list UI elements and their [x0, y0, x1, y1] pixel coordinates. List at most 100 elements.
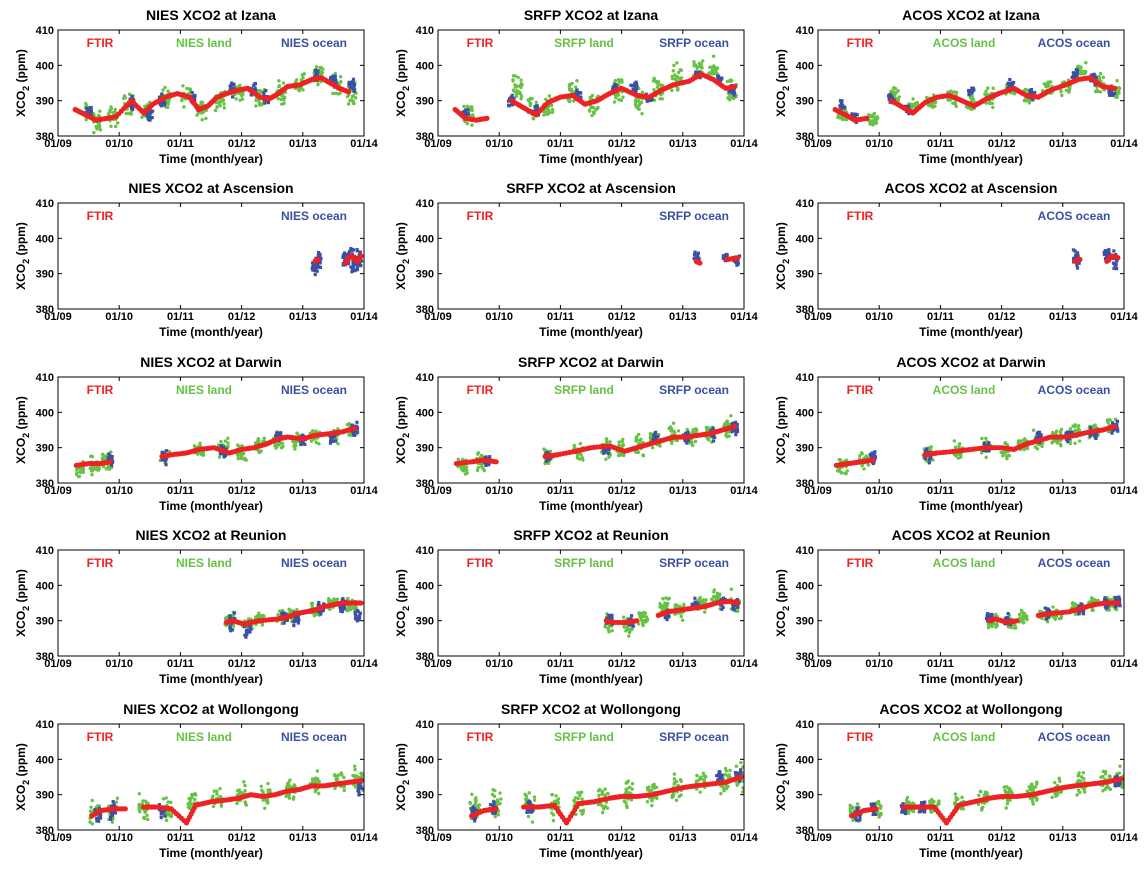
land-point — [663, 601, 667, 605]
ocean-point — [355, 249, 359, 253]
y-tick-label: 390 — [796, 443, 814, 455]
land-point — [634, 450, 638, 454]
ocean-point — [1102, 252, 1107, 257]
ocean-point — [855, 113, 859, 117]
ocean-point — [464, 108, 468, 112]
ocean-point — [229, 629, 233, 633]
ocean-point — [130, 103, 134, 107]
land-point — [217, 455, 222, 459]
y-tick-label: 390 — [416, 269, 434, 281]
y-axis-label-unit: (ppm) — [774, 396, 788, 433]
ocean-point — [282, 621, 286, 625]
ocean-point — [316, 250, 321, 255]
ocean-point — [351, 83, 356, 87]
land-point — [670, 88, 674, 93]
x-tick-label: 01/09 — [44, 485, 72, 497]
land-point — [165, 105, 170, 109]
ocean-point — [228, 616, 232, 621]
x-tick-label: 01/12 — [988, 138, 1016, 150]
land-point — [954, 90, 959, 95]
land-point — [866, 463, 871, 467]
ocean-point — [341, 263, 345, 267]
ocean-point — [229, 85, 233, 90]
ocean-point — [1115, 419, 1120, 423]
y-axis-label-sub: 2 — [21, 606, 31, 611]
land-point — [338, 91, 342, 95]
land-point — [295, 431, 299, 435]
x-tick-label: 01/14 — [1110, 485, 1138, 497]
x-tick-label: 01/11 — [547, 485, 574, 497]
ocean-point — [275, 434, 279, 439]
y-axis-label-unit: (ppm) — [14, 569, 28, 606]
ocean-point — [635, 85, 639, 89]
land-point — [664, 596, 668, 600]
land-point — [669, 429, 673, 433]
ocean-point — [696, 251, 700, 255]
land-point — [215, 105, 219, 109]
ocean-point — [653, 430, 658, 434]
y-tick-label: 400 — [36, 60, 54, 72]
ocean-point — [164, 463, 168, 467]
ocean-point — [313, 272, 317, 277]
ocean-point — [645, 99, 649, 103]
ocean-point — [854, 120, 858, 125]
land-point — [596, 105, 600, 110]
land-point — [655, 85, 660, 89]
land-point — [90, 469, 95, 473]
x-tick-label: 01/10 — [865, 311, 893, 323]
land-point — [125, 111, 130, 115]
ocean-point — [512, 97, 516, 101]
ocean-point — [350, 266, 355, 270]
land-point — [863, 455, 868, 460]
y-tick-label: 400 — [796, 407, 814, 419]
land-point — [676, 429, 681, 433]
ocean-point — [247, 624, 251, 628]
ocean-point — [315, 269, 319, 273]
ocean-point — [1092, 72, 1096, 76]
ocean-point — [147, 116, 152, 120]
ocean-point — [263, 101, 267, 105]
ocean-point — [850, 114, 855, 118]
land-point — [964, 105, 969, 109]
land-point — [709, 72, 714, 76]
y-tick-label: 380 — [416, 304, 434, 316]
ocean-point — [321, 609, 325, 613]
land-point — [639, 615, 644, 620]
land-point — [679, 68, 683, 73]
panel-title: ACOS XCO2 at Ascension — [885, 180, 1058, 196]
ocean-point — [1033, 90, 1037, 95]
land-point — [116, 121, 120, 125]
land-point — [953, 445, 958, 450]
plot-area — [832, 60, 1122, 127]
ocean-point — [985, 449, 989, 453]
land-point — [692, 60, 696, 64]
ocean-point — [711, 426, 715, 430]
ocean-point — [1105, 255, 1109, 260]
land-point — [893, 93, 897, 97]
ocean-point — [575, 91, 579, 95]
y-axis-label-sub: 2 — [21, 86, 31, 91]
land-point — [92, 130, 96, 135]
legend-ocean: ACOS ocean — [1038, 209, 1111, 223]
land-point — [952, 439, 957, 443]
ocean-point — [350, 270, 354, 274]
ocean-point — [230, 628, 235, 632]
land-point — [109, 124, 113, 129]
ftir-point — [1112, 85, 1118, 91]
land-point — [276, 613, 280, 617]
ocean-point — [693, 596, 697, 600]
ocean-point — [244, 635, 248, 639]
plot-area — [72, 65, 358, 135]
land-point — [685, 427, 689, 432]
ftir-point — [735, 255, 741, 261]
ocean-point — [928, 456, 932, 460]
land-point — [588, 109, 592, 113]
ocean-point — [870, 451, 874, 455]
ocean-point — [694, 256, 698, 260]
land-point — [574, 85, 578, 89]
ftir-point — [1112, 423, 1118, 430]
x-tick-label: 01/13 — [289, 658, 317, 670]
ocean-point — [230, 95, 235, 99]
